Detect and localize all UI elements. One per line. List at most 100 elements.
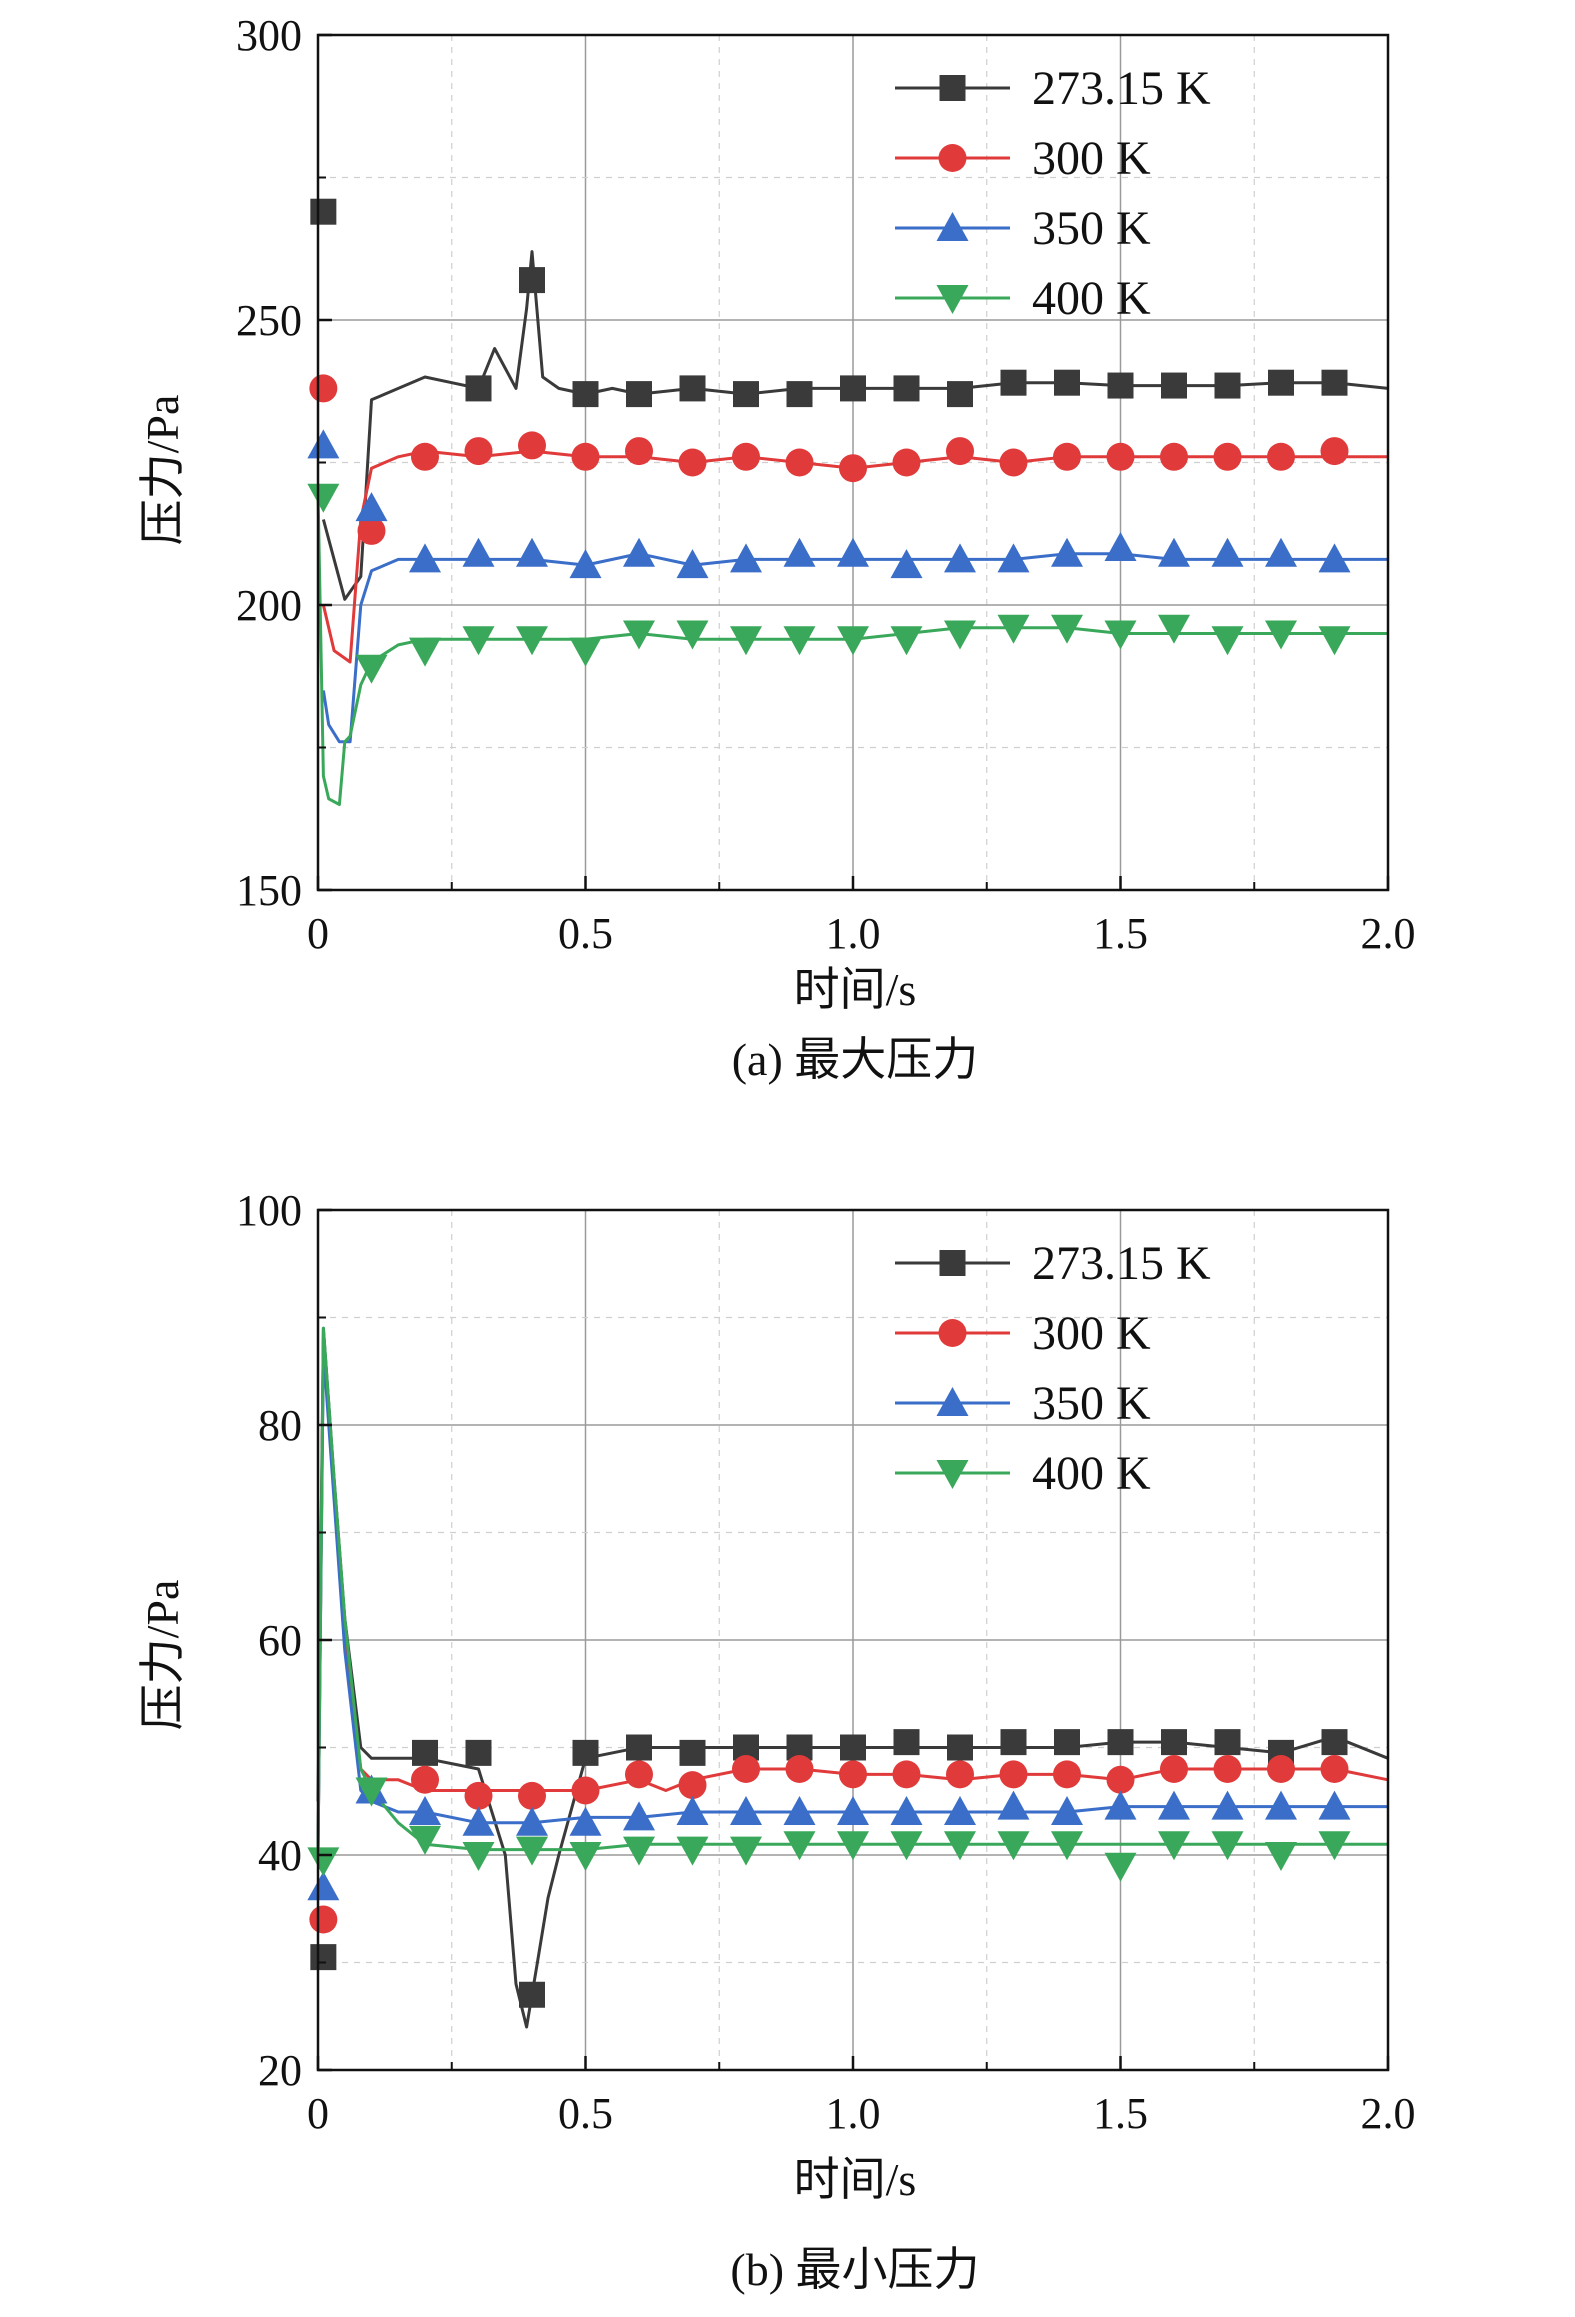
data-point-circle: [946, 1760, 974, 1789]
data-point-square: [733, 381, 759, 408]
data-point-triangle-up: [569, 1806, 602, 1836]
data-point-triangle-up: [783, 537, 816, 567]
data-point-triangle-up: [730, 543, 762, 573]
data-point-circle: [785, 1755, 814, 1783]
data-point-triangle-down: [516, 1836, 548, 1866]
y-tick-label: 100: [236, 1186, 302, 1235]
data-point-circle: [892, 448, 921, 477]
data-point-triangle-down: [1104, 620, 1137, 650]
data-point-square: [1321, 1729, 1348, 1756]
data-point-triangle-up: [837, 537, 869, 567]
data-point-triangle-up: [569, 549, 602, 579]
data-point-triangle-down: [1051, 1831, 1083, 1861]
data-point-triangle-down: [1265, 1842, 1297, 1871]
data-point-triangle-down: [355, 654, 388, 684]
data-point-circle: [464, 1781, 493, 1810]
data-point-circle: [464, 437, 493, 466]
y-tick-label: 20: [258, 2046, 302, 2095]
data-point-triangle-down: [997, 614, 1030, 644]
data-point-square: [1000, 369, 1027, 396]
data-point-square: [1054, 1729, 1080, 1756]
data-point-square: [1000, 1729, 1027, 1756]
data-point-square: [1161, 372, 1187, 399]
data-point-square: [679, 1739, 706, 1766]
data-point-circle: [518, 431, 546, 460]
data-point-circle: [678, 448, 707, 477]
data-point-triangle-down: [997, 1831, 1030, 1861]
data-point-circle: [1267, 1755, 1295, 1783]
data-point-circle: [732, 1755, 760, 1783]
data-point-square: [840, 1734, 866, 1761]
data-point-circle: [571, 442, 600, 471]
data-point-triangle-down: [1104, 1852, 1137, 1882]
data-point-triangle-up: [307, 1871, 340, 1901]
series-line-triangle-down: [316, 490, 1388, 806]
data-point-triangle-up: [676, 1796, 709, 1825]
data-point-square: [947, 1734, 973, 1761]
axes-a: 0 0.5 1.0 1.5 2.0 150 200 250 300: [236, 11, 1416, 958]
data-point-square: [893, 375, 920, 402]
data-point-circle: [946, 437, 974, 466]
data-point-triangle-up: [1265, 1790, 1297, 1820]
y-axis-label-a: 压力/Pa: [137, 395, 188, 546]
data-point-triangle-down: [783, 626, 816, 656]
data-point-triangle-down: [1211, 1831, 1244, 1861]
legend-label: 300 K: [1032, 132, 1151, 185]
x-tick-label: 0: [307, 2089, 329, 2138]
y-tick-label: 200: [236, 581, 302, 630]
data-point-circle: [1053, 1760, 1081, 1789]
data-point-square: [465, 375, 492, 402]
data-point-circle: [411, 1765, 439, 1794]
data-point-square: [626, 1734, 652, 1761]
data-point-triangle-down: [890, 1831, 923, 1861]
data-point-triangle-up: [1104, 1790, 1137, 1820]
data-point-triangle-up: [623, 537, 655, 567]
data-point-circle: [1053, 442, 1081, 471]
data-point-circle: [571, 1776, 600, 1805]
data-point-triangle-down: [676, 620, 709, 650]
data-point-square: [1268, 369, 1294, 396]
data-point-square: [519, 267, 545, 294]
x-tick-label: 1.0: [826, 2089, 881, 2138]
data-point-triangle-up: [730, 1796, 762, 1825]
data-point-circle: [999, 1760, 1028, 1789]
y-tick-label: 80: [258, 1401, 302, 1450]
data-point-triangle-down: [1211, 626, 1244, 656]
caption-a: (a) 最大压力: [732, 1034, 979, 1085]
data-point-triangle-up: [409, 543, 441, 573]
data-point-square: [465, 1739, 492, 1766]
data-point-square: [310, 198, 337, 225]
legend-marker-triangle-down: [936, 285, 969, 314]
legend-label: 350 K: [1032, 1377, 1151, 1430]
data-point-triangle-up: [1318, 1790, 1351, 1820]
data-point-circle: [411, 442, 439, 471]
data-point-circle: [1213, 1755, 1242, 1783]
data-point-triangle-down: [730, 1836, 762, 1866]
data-point-triangle-down: [1158, 614, 1190, 644]
x-tick-label: 1.0: [826, 909, 881, 958]
data-point-square: [572, 381, 599, 408]
data-point-triangle-down: [944, 620, 976, 650]
y-tick-label: 150: [236, 866, 302, 915]
legend-label: 350 K: [1032, 202, 1151, 255]
data-point-square: [626, 381, 652, 408]
data-point-triangle-down: [676, 1836, 709, 1866]
data-point-triangle-down: [462, 626, 495, 656]
legend-label: 273.15 K: [1032, 1237, 1211, 1290]
data-point-triangle-up: [462, 1806, 495, 1836]
data-point-triangle-up: [1158, 1790, 1190, 1820]
data-point-triangle-up: [409, 1796, 441, 1825]
data-point-triangle-up: [623, 1801, 655, 1831]
x-tick-label: 1.5: [1093, 2089, 1148, 2138]
grid-b: [317, 1209, 1389, 2071]
data-point-triangle-up: [462, 537, 495, 567]
data-point-square: [947, 381, 973, 408]
data-point-square: [679, 375, 706, 402]
data-point-triangle-up: [1158, 537, 1190, 567]
data-point-triangle-up: [1051, 1796, 1083, 1825]
legend-label: 400 K: [1032, 1447, 1151, 1500]
data-point-square: [310, 1944, 337, 1971]
data-point-triangle-down: [623, 1836, 655, 1866]
data-point-triangle-up: [676, 549, 709, 579]
data-point-triangle-up: [307, 429, 340, 459]
